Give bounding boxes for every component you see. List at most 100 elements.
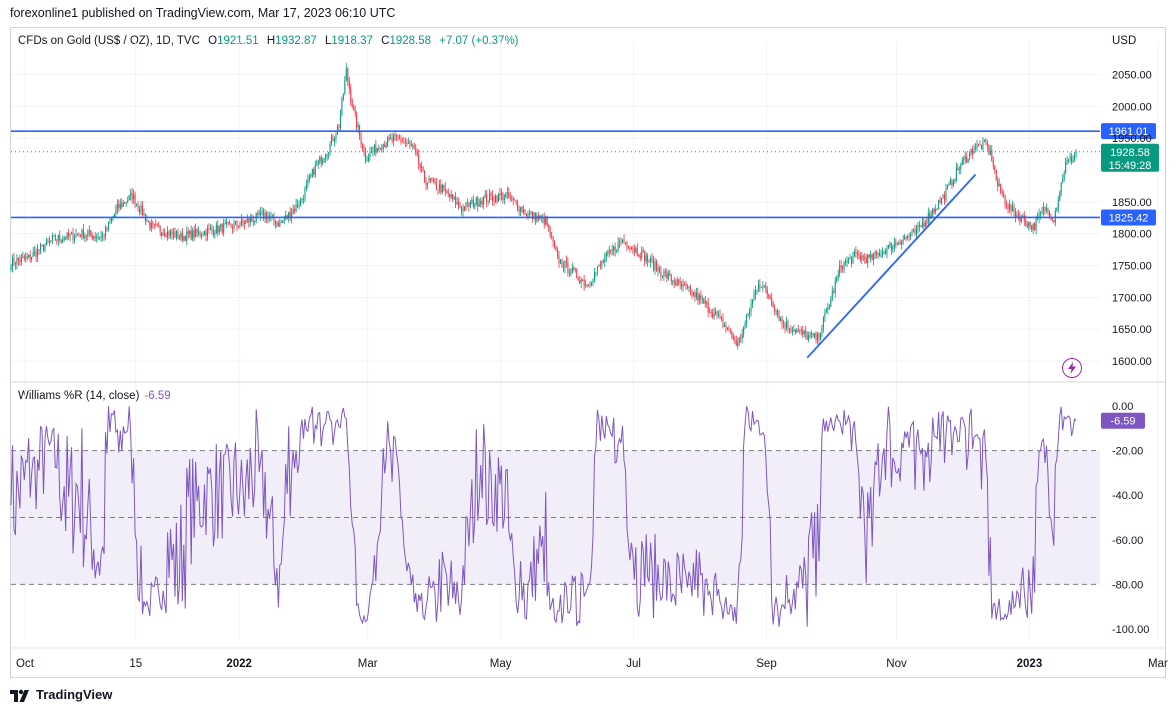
candle-body <box>1075 151 1077 157</box>
candle-body <box>664 271 666 273</box>
candle-body <box>688 286 690 288</box>
candle-body <box>666 272 668 279</box>
candle-body <box>933 209 935 212</box>
candle-body <box>127 200 129 203</box>
candle-body <box>751 299 754 305</box>
candle-body <box>509 197 511 199</box>
candle-body <box>957 167 959 170</box>
candle-body <box>1011 205 1014 212</box>
candle-body <box>447 191 449 195</box>
candle-body <box>915 228 917 235</box>
candle-body <box>791 331 793 333</box>
candle-body <box>932 209 934 216</box>
candle-body <box>378 147 380 149</box>
candle-body <box>134 194 136 205</box>
candle-body <box>224 223 226 225</box>
price-tick-label: 1600.00 <box>1112 356 1152 368</box>
candle-body <box>400 138 402 142</box>
candle-body <box>320 157 322 164</box>
candle-body <box>521 207 523 213</box>
candle-body <box>630 247 632 250</box>
candle-body <box>907 236 909 238</box>
candle-body <box>463 206 465 210</box>
candle-body <box>975 148 977 150</box>
candle-body <box>772 304 774 308</box>
candle-body <box>133 194 135 200</box>
candle-body <box>1056 208 1058 211</box>
candle-body <box>302 199 304 200</box>
candle-body <box>658 267 660 272</box>
candle-body <box>508 192 510 198</box>
candle-body <box>833 291 835 293</box>
candle-body <box>818 333 820 340</box>
candle-body <box>360 134 362 145</box>
candle-body <box>923 222 925 227</box>
candle-body <box>824 312 826 318</box>
candle-body <box>636 248 638 255</box>
candle-body <box>295 204 297 212</box>
candle-body <box>944 194 946 201</box>
candle-body <box>531 212 533 219</box>
candle-body <box>184 236 186 241</box>
candle-body <box>979 144 981 146</box>
candle-body <box>32 252 34 257</box>
close-value: 1928.58 <box>389 35 432 47</box>
candle-body <box>218 226 220 233</box>
candle-body <box>23 256 25 259</box>
candle-body <box>834 281 836 293</box>
candle-body <box>746 314 748 323</box>
candle-body <box>68 232 70 236</box>
indicator-title: Williams %R (14, close) <box>18 390 140 402</box>
candle-body <box>645 255 647 262</box>
candle-body <box>1068 159 1070 161</box>
candle-body <box>725 324 727 328</box>
price-tick-label: 1950.00 <box>1112 133 1152 145</box>
candle-body <box>1032 223 1034 230</box>
price-tick-label: 1800.00 <box>1112 229 1152 241</box>
open-value: 1921.51 <box>217 35 259 47</box>
tradingview-footer[interactable]: TradingView <box>10 687 112 702</box>
candle-body <box>802 330 804 335</box>
candle-body <box>125 202 127 204</box>
candle-body <box>580 279 582 284</box>
brand-name: TradingView <box>36 687 113 702</box>
price-tick-label: 1850.00 <box>1112 197 1152 209</box>
candle-body <box>738 337 740 344</box>
candle-body <box>412 145 414 147</box>
time-tick-label: Mar <box>358 658 378 670</box>
candle-body <box>1040 213 1042 215</box>
candle-body <box>54 235 56 241</box>
candle-body <box>397 135 399 137</box>
candle-body <box>663 271 665 277</box>
candle-body <box>989 150 991 155</box>
candle-body <box>806 333 808 340</box>
flash-icon[interactable] <box>1062 358 1082 378</box>
candle-body <box>728 330 730 332</box>
candle-body <box>227 221 229 223</box>
candle-body <box>271 214 273 216</box>
candle-body <box>258 212 260 216</box>
candle-body <box>113 213 115 217</box>
candle-body <box>73 237 76 241</box>
candle-body <box>322 160 324 164</box>
low-value: 1918.37 <box>331 35 373 47</box>
candle-body <box>1016 214 1018 217</box>
candle-body <box>489 193 491 201</box>
candle-body <box>353 107 355 110</box>
candle-body <box>577 277 579 281</box>
candle-body <box>91 234 93 239</box>
candle-body <box>998 183 1000 187</box>
candle-body <box>261 211 263 213</box>
candle-body <box>17 258 19 261</box>
change-value: +7.07 (+0.37%) <box>439 35 519 47</box>
candle-body <box>1066 159 1068 162</box>
candle-body <box>827 307 829 311</box>
candle-body <box>803 330 805 335</box>
candle-body <box>799 329 801 331</box>
candle-body <box>657 267 659 271</box>
candle-body <box>992 160 994 167</box>
candle-body <box>929 213 931 219</box>
candle-body <box>512 197 514 200</box>
candle-body <box>750 304 752 312</box>
